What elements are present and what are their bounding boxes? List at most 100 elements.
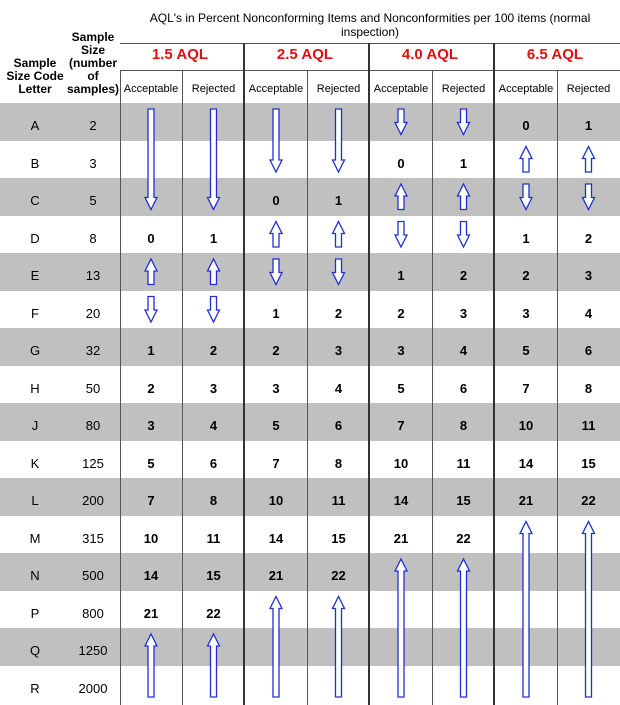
sample-size: 3 xyxy=(89,155,97,171)
size-code-letter: M xyxy=(29,530,41,546)
ac-re-value: 0 xyxy=(147,230,155,246)
ac-re-value: 4 xyxy=(459,343,468,358)
ac-re-value: 15 xyxy=(581,455,596,471)
size-header-line4: of xyxy=(87,69,99,83)
row-band xyxy=(0,628,620,666)
code-header-line1: Sample xyxy=(13,56,57,70)
sample-size: 200 xyxy=(82,493,104,508)
down-arrow-icon xyxy=(143,295,159,324)
ac-re-value: 1 xyxy=(397,268,405,283)
ac-re-value: 1 xyxy=(459,155,468,171)
ac-re-value: 7 xyxy=(147,493,155,508)
aql-header-4-0: 4.0 AQL xyxy=(401,46,459,63)
ac-re-value: 6 xyxy=(334,418,343,433)
ac-re-value: 8 xyxy=(459,418,468,433)
row-band xyxy=(0,403,620,441)
up-arrow-icon xyxy=(518,520,534,698)
ac-re-value: 1 xyxy=(209,230,218,246)
up-arrow-icon xyxy=(393,557,409,698)
ac-re-value: 2 xyxy=(397,305,405,321)
ac-re-value: 3 xyxy=(147,418,155,433)
ac-re-value: 21 xyxy=(268,568,284,583)
ac-re-value: 11 xyxy=(581,418,596,433)
down-arrow-icon xyxy=(331,258,346,286)
rejected-subheader: Rejected xyxy=(566,83,611,95)
up-arrow-icon xyxy=(331,595,346,698)
size-header-line5: samples) xyxy=(66,82,120,96)
ac-re-value: 2 xyxy=(147,380,155,396)
ac-re-value: 1 xyxy=(272,305,280,321)
ac-re-value: 22 xyxy=(331,568,346,583)
down-arrow-icon xyxy=(393,108,409,136)
ac-re-value: 3 xyxy=(522,305,530,321)
down-arrow-icon xyxy=(268,108,284,174)
rejected-subheader: Rejected xyxy=(316,83,361,95)
sample-size: 80 xyxy=(85,418,101,433)
row-band xyxy=(0,178,620,216)
aql-group-divider xyxy=(368,43,370,705)
size-code-letter: E xyxy=(30,268,40,283)
ac-re-value: 1 xyxy=(584,118,593,133)
ac-re-value: 10 xyxy=(518,418,534,433)
ac-re-value: 22 xyxy=(456,530,471,546)
sample-size: 500 xyxy=(82,568,104,583)
sample-size: 20 xyxy=(85,305,101,321)
ac-re-value: 1 xyxy=(522,230,530,246)
sample-size: 2 xyxy=(89,118,97,133)
row-band xyxy=(0,478,620,516)
size-header-line3: (number xyxy=(69,56,117,70)
reference-arrows xyxy=(143,108,596,698)
ac-re-value: 14 xyxy=(518,455,534,471)
ac-re-value: 1 xyxy=(334,193,343,208)
sample-size: 32 xyxy=(85,343,101,358)
ac-re-value: 2 xyxy=(459,268,468,283)
ac-re-value: 2 xyxy=(334,305,343,321)
ac-re-value: 2 xyxy=(522,268,530,283)
size-code-letter: B xyxy=(30,155,40,171)
up-arrow-icon xyxy=(331,220,346,248)
ac-re-value: 0 xyxy=(397,155,405,171)
sample-size: 50 xyxy=(85,380,101,396)
up-arrow-icon xyxy=(518,145,534,173)
sample-size: 125 xyxy=(82,455,104,471)
ac-re-value: 3 xyxy=(459,305,468,321)
size-code-letter: F xyxy=(31,305,39,321)
ac-re-value: 7 xyxy=(397,418,405,433)
ac-re-value: 11 xyxy=(206,530,221,546)
aql-header-1-5: 1.5 AQL xyxy=(151,46,209,63)
sample-size: 1250 xyxy=(78,643,108,658)
acceptable-subheader: Acceptable xyxy=(498,83,554,95)
ac-re-value: 5 xyxy=(522,343,530,358)
sample-size: 2000 xyxy=(78,680,108,696)
ac-re-value: 3 xyxy=(584,268,593,283)
down-arrow-icon xyxy=(206,108,221,211)
ac-re-value: 7 xyxy=(522,380,530,396)
column-divider xyxy=(182,70,183,705)
size-code-letter: D xyxy=(30,230,40,246)
up-arrow-icon xyxy=(456,182,471,211)
ac-re-value: 6 xyxy=(584,343,593,358)
ac-re-value: 3 xyxy=(272,380,280,396)
sample-size: 315 xyxy=(82,530,104,546)
ac-re-value: 15 xyxy=(456,493,471,508)
rejected-subheader: Rejected xyxy=(441,83,486,95)
ac-re-value: 4 xyxy=(209,418,218,433)
size-code-letter: G xyxy=(29,343,41,358)
ac-re-value: 10 xyxy=(393,455,409,471)
code-header-line2: Size Code xyxy=(6,69,64,83)
ac-re-value: 6 xyxy=(459,380,468,396)
up-arrow-icon xyxy=(581,145,596,173)
header-top-rule xyxy=(120,43,620,44)
row-band xyxy=(0,553,620,591)
sample-size: 5 xyxy=(89,193,97,208)
aql-group-divider xyxy=(493,43,495,705)
size-code-letter: J xyxy=(31,418,39,433)
ac-re-value: 1 xyxy=(147,343,155,358)
ac-re-value: 10 xyxy=(268,493,284,508)
ac-re-value: 2 xyxy=(209,343,218,358)
ac-re-value: 14 xyxy=(143,568,159,583)
down-arrow-icon xyxy=(456,108,471,136)
ac-re-value: 8 xyxy=(209,493,218,508)
size-code-letter: H xyxy=(30,380,40,396)
